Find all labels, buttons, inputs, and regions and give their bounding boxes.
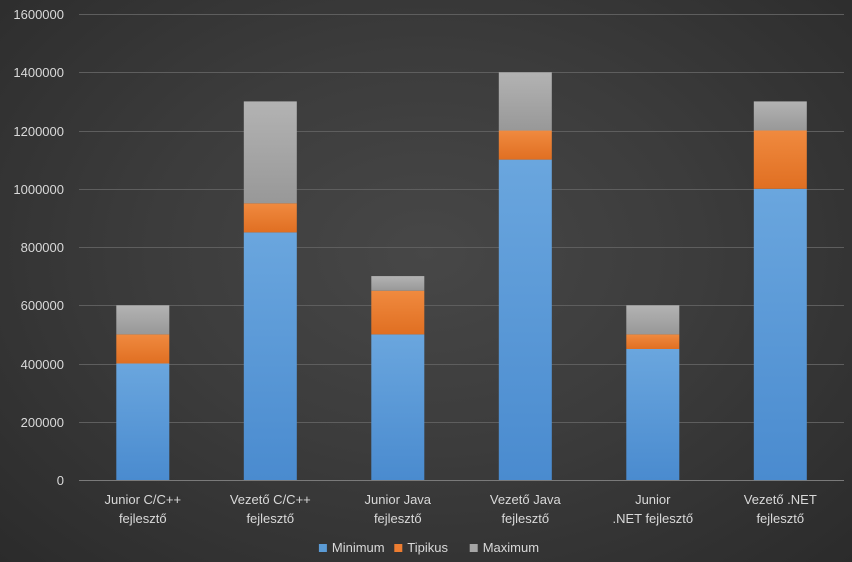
legend-swatch-maximum [469, 544, 478, 552]
bars [116, 72, 807, 481]
y-tick-label: 1400000 [13, 65, 64, 80]
y-tick-label: 1600000 [13, 7, 64, 22]
x-category-label: fejlesztő [374, 511, 422, 526]
legend-swatch-minimum [318, 544, 327, 552]
x-category-label: Junior [635, 492, 671, 507]
bar-segment-tipikus [626, 334, 680, 349]
y-tick-label: 1200000 [13, 124, 64, 139]
y-tick-label: 200000 [21, 415, 64, 430]
x-category-label: fejlesztő [756, 511, 804, 526]
x-category-label: Vezető C/C++ [230, 492, 311, 507]
bar-segment-maximum [116, 305, 170, 335]
y-tick-label: 400000 [21, 357, 64, 372]
y-tick-label: 600000 [21, 298, 64, 313]
gridlines [79, 14, 844, 481]
bar-segment-minimum [243, 232, 297, 480]
x-category-label: fejlesztő [119, 511, 167, 526]
bar-segment-tipikus [116, 334, 170, 364]
bar-segment-maximum [753, 101, 807, 131]
y-tick-label: 800000 [21, 240, 64, 255]
x-category-label: Vezető .NET [744, 492, 817, 507]
bar-segment-minimum [371, 334, 425, 480]
bar-segment-tipikus [371, 290, 425, 335]
bar-segment-minimum [498, 159, 552, 480]
bar-segment-minimum [116, 363, 170, 480]
legend-label: Maximum [483, 540, 539, 555]
bar-segment-maximum [243, 101, 297, 204]
x-category-label: .NET fejlesztő [612, 511, 693, 526]
x-category-label: Junior Java [365, 492, 432, 507]
legend-label: Tipikus [407, 540, 448, 555]
bar-segment-tipikus [753, 130, 807, 189]
legend-swatch-tipikus [394, 544, 403, 552]
legend-label: Minimum [332, 540, 385, 555]
bar-segment-tipikus [243, 203, 297, 233]
bar-segment-maximum [371, 276, 425, 291]
bar-segment-maximum [498, 72, 552, 131]
legend: Minimum Tipikus Maximum [318, 540, 539, 555]
bar-segment-minimum [753, 188, 807, 481]
y-tick-label: 1000000 [13, 182, 64, 197]
x-category-label: fejlesztő [246, 511, 294, 526]
bar-segment-tipikus [498, 130, 552, 160]
axes: 0 200000 400000 600000 800000 1000000 1200000 1… [13, 7, 816, 526]
bar-segment-maximum [626, 305, 680, 335]
x-category-label: fejlesztő [501, 511, 549, 526]
x-category-label: Vezető Java [490, 492, 562, 507]
bar-segment-minimum [626, 348, 680, 480]
x-category-label: Junior C/C++ [105, 492, 182, 507]
y-tick-label: 0 [57, 473, 64, 488]
